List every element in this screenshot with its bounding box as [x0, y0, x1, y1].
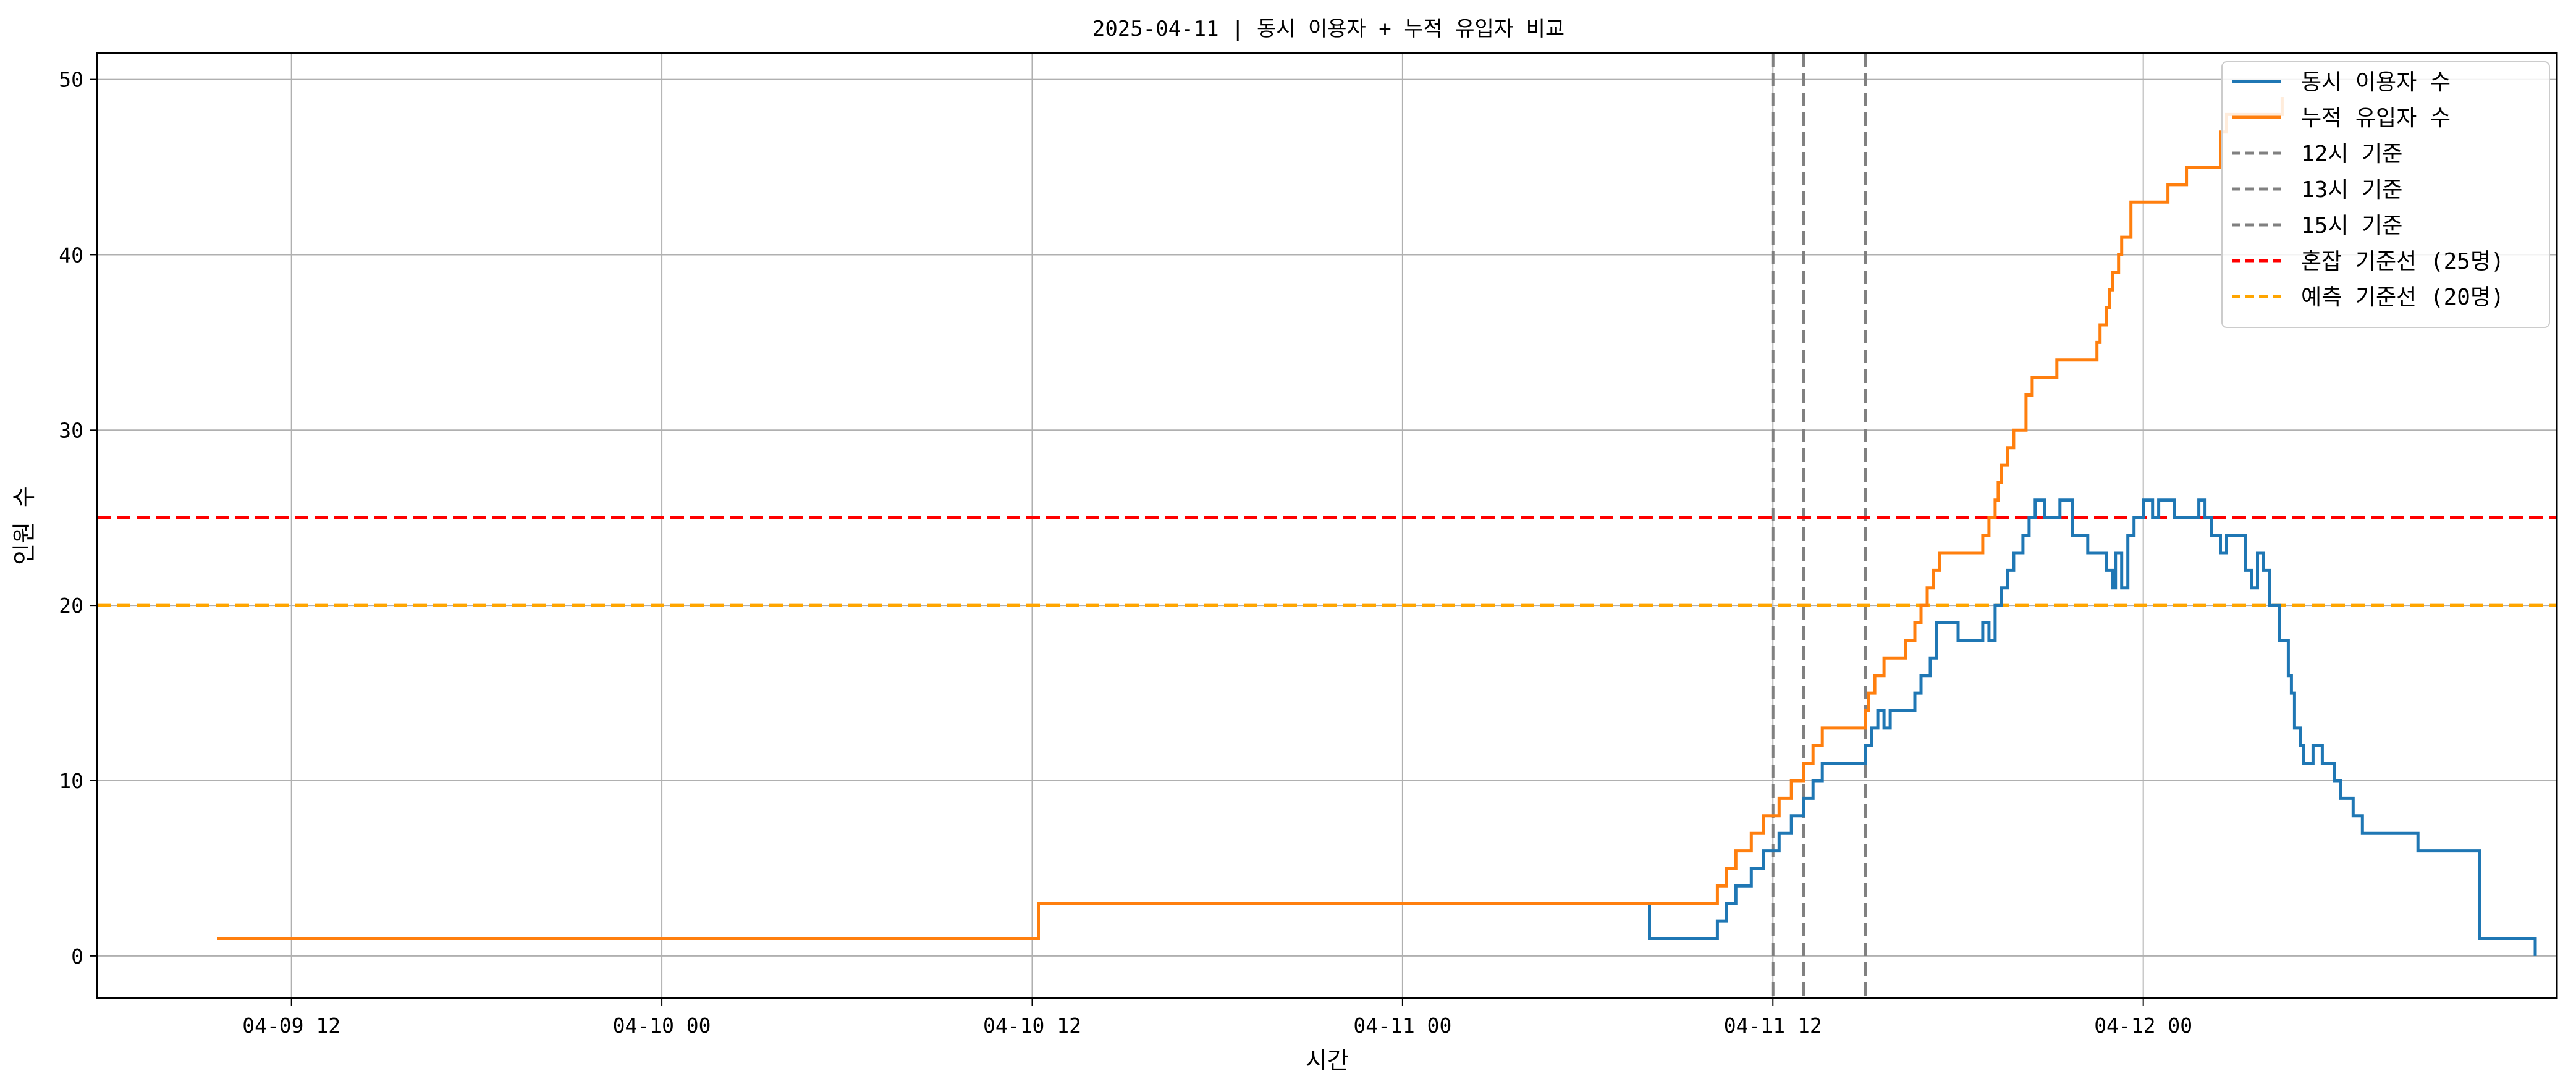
- legend-label: 15시 기준: [2301, 213, 2402, 238]
- series-line: [217, 97, 2284, 940]
- chart-title: 2025-04-11 | 동시 이용자 + 누적 유입자 비교: [1092, 17, 1565, 41]
- tick-layer: 04-09 12 04-10 00 04-10 12 04-11 00 04-11 12…: [59, 68, 2192, 1038]
- plot-frame: [96, 52, 2558, 999]
- y-tick-label: 40: [59, 243, 83, 267]
- legend-label: 누적 유입자 수: [2301, 106, 2451, 131]
- y-tick-label: 0: [71, 944, 83, 968]
- x-tick-label: 04-10 00: [613, 1014, 711, 1038]
- y-tick-label: 10: [59, 769, 83, 793]
- x-tick-label: 04-12 00: [2094, 1014, 2192, 1038]
- legend-label: 혼잡 기준선 (25명): [2301, 249, 2504, 274]
- y-tick-label: 20: [59, 594, 83, 618]
- legend-label: 12시 기준: [2301, 141, 2402, 167]
- y-axis-label: 인원 수: [11, 486, 38, 565]
- series-line: [1648, 498, 2537, 956]
- legend-box: [2221, 61, 2550, 328]
- x-tick-label: 04-10 12: [983, 1014, 1081, 1038]
- y-tick-label: 30: [59, 418, 83, 442]
- legend-label: 예측 기준선 (20명): [2301, 285, 2504, 310]
- reference-lines: [97, 53, 2557, 998]
- series-layer: [217, 97, 2537, 956]
- x-tick-label: 04-11 00: [1353, 1014, 1451, 1038]
- y-tick-label: 50: [59, 68, 83, 92]
- legend-label: 13시 기준: [2301, 177, 2402, 203]
- x-tick-label: 04-09 12: [242, 1014, 340, 1038]
- x-tick-label: 04-11 12: [1724, 1014, 1822, 1038]
- legend-label: 동시 이용자 수: [2301, 70, 2451, 95]
- x-axis-label: 시간: [1306, 1047, 1349, 1074]
